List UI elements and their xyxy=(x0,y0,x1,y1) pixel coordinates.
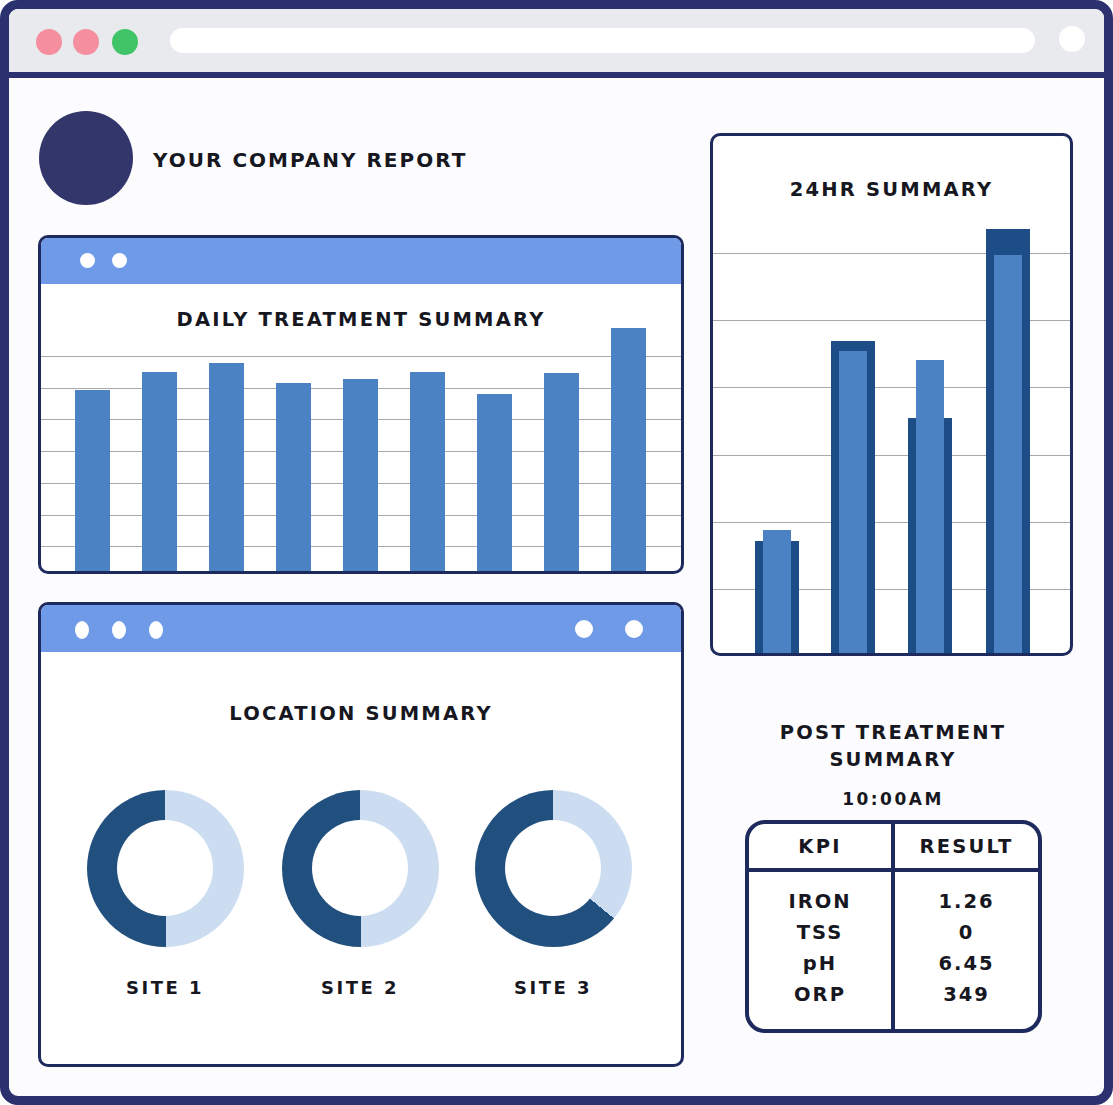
donut-hole xyxy=(312,820,408,916)
kpi-value: 6.45 xyxy=(895,952,1038,983)
daily-bar-chart xyxy=(41,238,681,571)
daily-bar xyxy=(611,328,646,571)
post-treatment-time: 10:00AM xyxy=(710,789,1076,809)
url-bar[interactable] xyxy=(170,28,1035,53)
daily-bar xyxy=(276,383,311,571)
grid-line xyxy=(41,356,681,357)
kpi-value: 349 xyxy=(895,983,1038,1014)
kpi-values-column: 1.2606.45349 xyxy=(895,872,1038,1029)
browser-window: YOUR COMPANY REPORT DAILY TREATMENT SUMM… xyxy=(0,0,1113,1105)
daily-treatment-card: DAILY TREATMENT SUMMARY xyxy=(38,235,684,574)
browser-profile-icon[interactable] xyxy=(1059,26,1085,52)
bar-24hr-light xyxy=(994,255,1022,653)
summary-24hr-card: 24HR SUMMARY xyxy=(710,133,1073,656)
page-title: YOUR COMPANY REPORT xyxy=(153,148,467,172)
window-maximize-button[interactable] xyxy=(112,29,138,55)
site-label: SITE 3 xyxy=(473,977,633,998)
daily-bar xyxy=(410,372,445,571)
browser-chrome xyxy=(9,9,1104,78)
window-minimize-button[interactable] xyxy=(73,29,99,55)
kpi-name: pH xyxy=(749,952,891,983)
location-summary-card: LOCATION SUMMARY SITE 1SITE 2SITE 3 xyxy=(38,602,684,1067)
daily-bar xyxy=(544,373,579,571)
location-donuts: SITE 1 SITE 2 SITE 3 xyxy=(41,605,681,1064)
kpi-name: IRON xyxy=(749,890,891,921)
daily-bar xyxy=(142,372,177,571)
daily-bar xyxy=(209,363,244,571)
kpi-value: 1.26 xyxy=(895,890,1038,921)
kpi-table: KPI RESULT IRONTSSpHORP 1.2606.45349 xyxy=(745,820,1042,1033)
daily-bar xyxy=(343,379,378,571)
summary-24hr-bar-chart xyxy=(713,136,1070,653)
kpi-value: 0 xyxy=(895,921,1038,952)
kpi-name: TSS xyxy=(749,921,891,952)
company-logo xyxy=(39,111,133,205)
kpi-names-column: IRONTSSpHORP xyxy=(749,872,891,1029)
kpi-header: KPI xyxy=(749,824,891,868)
bar-24hr-light xyxy=(916,360,944,653)
donut-hole xyxy=(117,820,213,916)
daily-bar xyxy=(75,390,110,571)
daily-bar xyxy=(477,394,512,571)
site-label: SITE 2 xyxy=(280,977,440,998)
donut-hole xyxy=(505,820,601,916)
bar-24hr-light xyxy=(839,351,867,653)
kpi-name: ORP xyxy=(749,983,891,1014)
bar-24hr-light xyxy=(763,530,791,653)
post-treatment-title: POST TREATMENT SUMMARY xyxy=(710,719,1076,773)
result-header: RESULT xyxy=(895,824,1038,868)
donut-chart xyxy=(282,790,439,947)
site-label: SITE 1 xyxy=(85,977,245,998)
donut-chart xyxy=(475,790,632,947)
window-close-button[interactable] xyxy=(36,29,62,55)
donut-chart xyxy=(87,790,244,947)
